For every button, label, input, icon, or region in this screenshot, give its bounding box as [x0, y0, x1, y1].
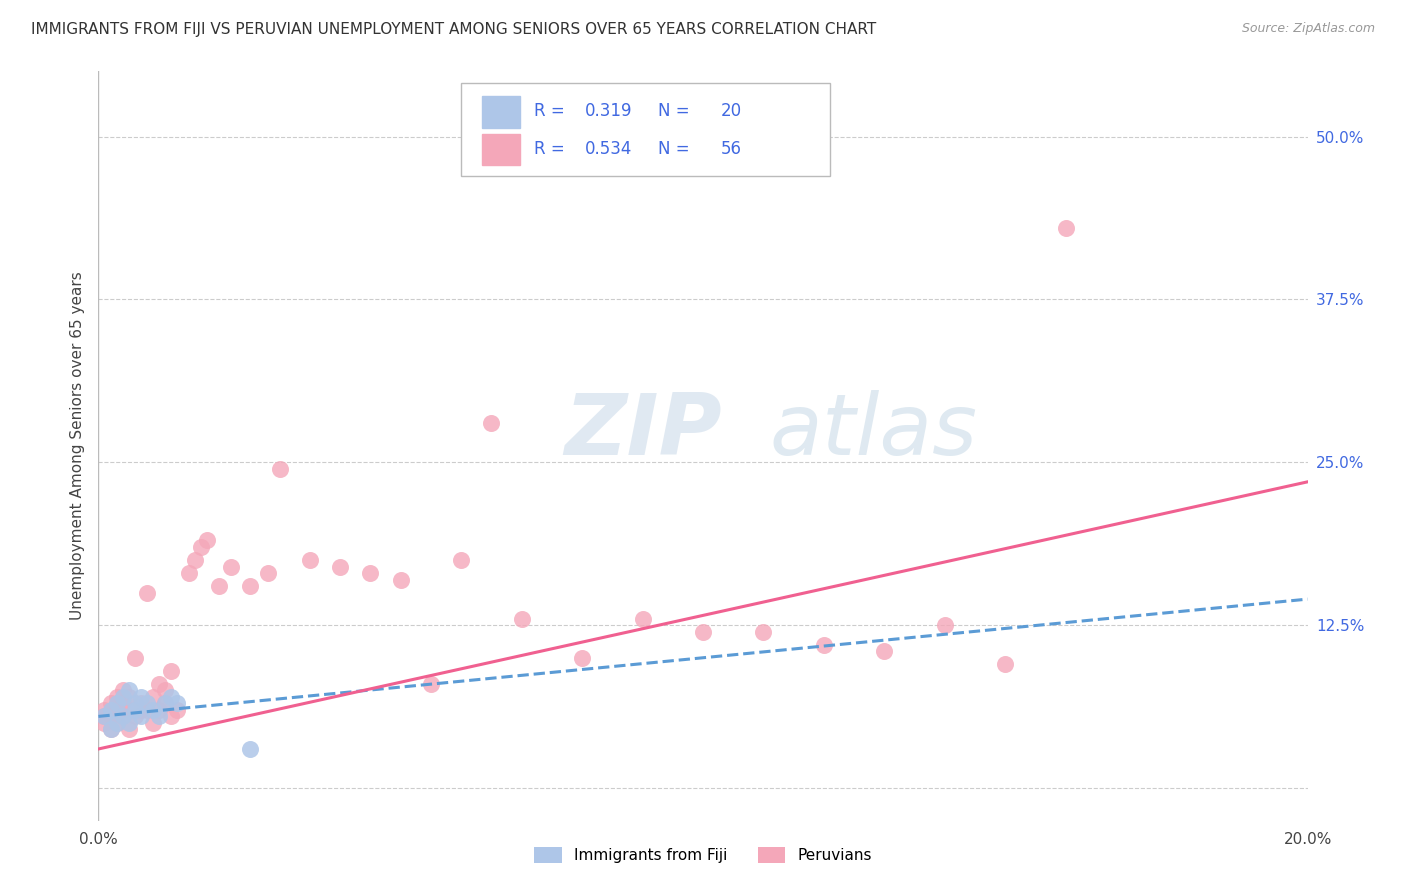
Point — [100, 697, 122, 711]
Text: 20: 20 — [721, 102, 742, 120]
Point — [148, 703, 170, 717]
Text: N =: N = — [658, 102, 695, 120]
Point — [1054, 220, 1077, 235]
Point — [124, 650, 146, 665]
Point — [179, 566, 201, 580]
Point — [329, 559, 352, 574]
Point — [571, 650, 593, 665]
Point — [813, 638, 835, 652]
Point — [129, 709, 152, 723]
Point — [118, 715, 141, 730]
Point — [160, 690, 183, 704]
Point — [118, 703, 141, 717]
Text: IMMIGRANTS FROM FIJI VS PERUVIAN UNEMPLOYMENT AMONG SENIORS OVER 65 YEARS CORREL: IMMIGRANTS FROM FIJI VS PERUVIAN UNEMPLO… — [31, 22, 876, 37]
Y-axis label: Unemployment Among Seniors over 65 years: Unemployment Among Seniors over 65 years — [69, 272, 84, 620]
Point — [105, 703, 128, 717]
Text: 56: 56 — [721, 139, 742, 158]
Point — [195, 533, 218, 548]
Point — [481, 416, 503, 430]
Point — [389, 573, 412, 587]
Text: 0.319: 0.319 — [585, 102, 633, 120]
Point — [105, 690, 128, 704]
Point — [129, 697, 152, 711]
Point — [450, 553, 472, 567]
Point — [934, 618, 956, 632]
Point — [93, 709, 115, 723]
Point — [129, 690, 152, 704]
Point — [100, 703, 122, 717]
Point — [153, 697, 176, 711]
Point — [239, 579, 262, 593]
FancyBboxPatch shape — [461, 83, 830, 177]
Text: atlas: atlas — [769, 390, 977, 473]
Point — [111, 690, 134, 704]
Point — [111, 683, 134, 698]
Point — [118, 690, 141, 704]
Point — [124, 709, 146, 723]
Point — [118, 683, 141, 698]
Point — [160, 664, 183, 678]
Point — [166, 697, 188, 711]
Point — [111, 697, 134, 711]
Point — [994, 657, 1017, 672]
Text: R =: R = — [534, 102, 569, 120]
Point — [184, 553, 207, 567]
Point — [105, 715, 128, 730]
Point — [166, 703, 188, 717]
Point — [510, 612, 533, 626]
Point — [873, 644, 896, 658]
Point — [208, 579, 231, 593]
Legend: Immigrants from Fiji, Peruvians: Immigrants from Fiji, Peruvians — [527, 841, 879, 869]
Point — [100, 723, 122, 737]
Point — [142, 715, 165, 730]
Point — [93, 703, 115, 717]
Text: Source: ZipAtlas.com: Source: ZipAtlas.com — [1241, 22, 1375, 36]
Point — [420, 677, 443, 691]
Point — [142, 690, 165, 704]
Point — [153, 683, 176, 698]
Point — [153, 697, 176, 711]
Point — [631, 612, 654, 626]
Point — [93, 709, 115, 723]
Point — [135, 585, 157, 599]
Point — [148, 677, 170, 691]
Point — [256, 566, 278, 580]
Bar — [482, 96, 520, 128]
Point — [93, 715, 115, 730]
Point — [239, 742, 262, 756]
Point — [692, 624, 714, 639]
Point — [105, 697, 128, 711]
Point — [221, 559, 243, 574]
Point — [142, 703, 165, 717]
Text: R =: R = — [534, 139, 569, 158]
Point — [129, 703, 152, 717]
Text: ZIP: ZIP — [564, 390, 721, 473]
Point — [299, 553, 322, 567]
Point — [100, 723, 122, 737]
Point — [124, 703, 146, 717]
Point — [111, 709, 134, 723]
Point — [360, 566, 382, 580]
Text: 0.534: 0.534 — [585, 139, 631, 158]
Point — [752, 624, 775, 639]
Point — [135, 697, 157, 711]
Point — [135, 703, 157, 717]
Bar — [482, 134, 520, 165]
Point — [148, 709, 170, 723]
Point — [160, 709, 183, 723]
Text: N =: N = — [658, 139, 695, 158]
Point — [269, 462, 291, 476]
Point — [118, 723, 141, 737]
Point — [190, 540, 212, 554]
Point — [100, 709, 122, 723]
Point — [105, 715, 128, 730]
Point — [111, 709, 134, 723]
Point — [124, 697, 146, 711]
